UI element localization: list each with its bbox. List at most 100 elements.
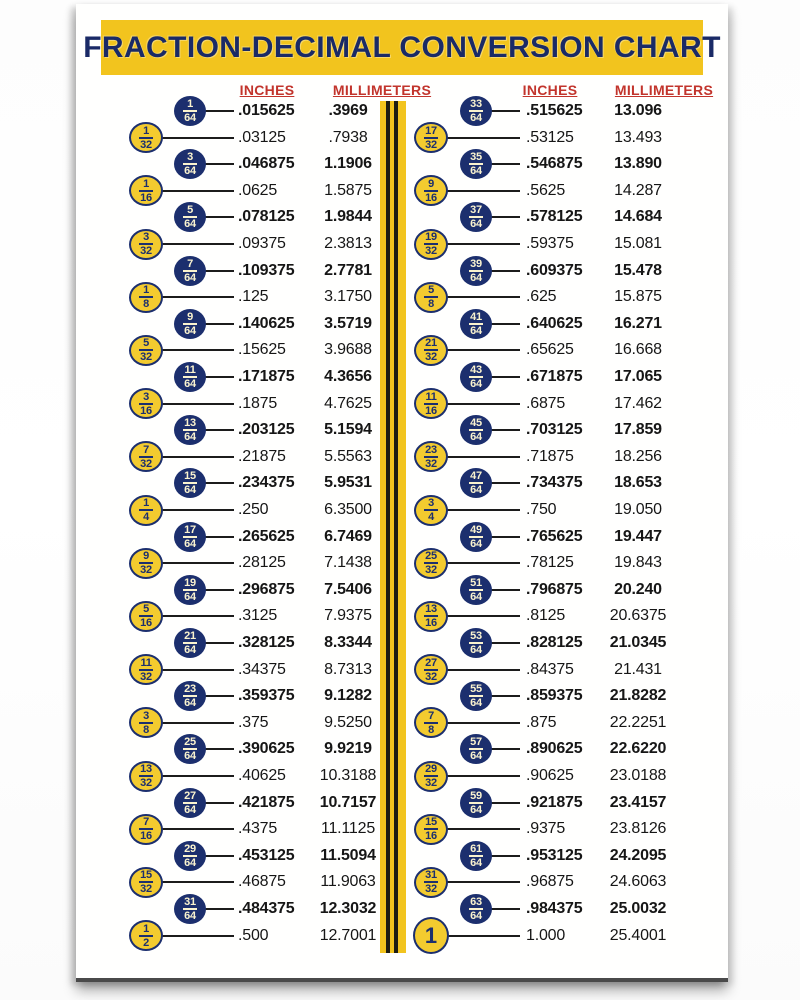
millimeters-value: 21.0345	[609, 634, 667, 651]
fraction-bar	[183, 535, 197, 538]
inches-value: .265625	[238, 527, 295, 545]
inches-value: .96875	[526, 873, 574, 891]
fraction-bar	[424, 296, 438, 299]
inches-value: .0625	[238, 181, 278, 199]
millimeters-value: 25.4001	[609, 926, 667, 944]
fraction-circle: 27 32	[414, 654, 448, 686]
fraction-circle: 3 16	[129, 388, 163, 420]
fraction-numerator: 25	[184, 736, 196, 749]
fraction-bar	[183, 482, 197, 485]
fraction-numerator: 17	[425, 124, 437, 137]
inches-value: .734375	[526, 474, 583, 492]
fraction-bar	[139, 881, 153, 884]
fraction-numerator: 13	[184, 417, 196, 430]
fraction-circle: 7 32	[129, 441, 163, 473]
fraction-circle: 19 64	[174, 574, 206, 605]
connector-line	[203, 908, 234, 910]
fraction-numerator: 25	[425, 550, 437, 563]
fraction-numerator: 19	[425, 231, 437, 243]
connector-line	[203, 376, 234, 378]
fraction-denominator: 64	[470, 431, 482, 444]
fraction-numerator: 49	[470, 523, 482, 536]
fraction-circle: 1 16	[129, 175, 163, 207]
fraction-numerator: 7	[143, 816, 149, 829]
fraction-denominator: 64	[184, 803, 196, 816]
fraction-bar	[139, 455, 153, 458]
millimeters-value: 19.447	[614, 527, 662, 545]
fraction-numerator: 15	[140, 869, 152, 882]
fraction-numerator: 21	[425, 337, 437, 350]
fraction-numerator: 11	[425, 390, 437, 403]
fraction-numerator: 13	[425, 603, 437, 616]
connector-line	[160, 562, 234, 565]
right-inches-header: INCHES	[522, 82, 578, 98]
fraction-denominator: 64	[184, 378, 196, 390]
inches-value: .1875	[238, 394, 278, 412]
fraction-numerator: 27	[184, 789, 196, 802]
inches-value: .140625	[238, 314, 295, 332]
inches-value: .296875	[238, 580, 295, 598]
millimeters-value: 3.1750	[324, 288, 372, 306]
fraction-denominator: 32	[140, 883, 152, 896]
inches-value: .359375	[238, 687, 295, 705]
fraction-numerator: 3	[143, 709, 149, 722]
inches-value: .21875	[238, 447, 286, 465]
fraction-numerator: 5	[428, 284, 434, 297]
fraction-denominator: 64	[470, 590, 482, 603]
connector-line	[489, 376, 520, 378]
millimeters-value: 20.6375	[609, 607, 667, 625]
fraction-denominator: 16	[140, 404, 152, 417]
inches-value: .171875	[238, 368, 295, 385]
fraction-bar	[469, 376, 483, 378]
fraction-bar	[424, 136, 438, 139]
millimeters-value: 15.875	[614, 288, 662, 306]
inches-value: .15625	[238, 341, 286, 359]
connector-line	[203, 642, 234, 644]
fraction-circle: 1 64	[174, 96, 206, 126]
fraction-denominator: 32	[140, 564, 152, 577]
millimeters-value: 24.2095	[609, 846, 667, 864]
inches-value: .71875	[526, 447, 574, 465]
inches-value: .78125	[526, 554, 574, 572]
fraction-numerator: 57	[470, 736, 482, 749]
connector-line	[160, 775, 234, 777]
fraction-denominator: 64	[470, 112, 482, 124]
inches-value: .484375	[238, 900, 295, 917]
inches-value: .203125	[238, 421, 295, 439]
fraction-numerator: 45	[470, 417, 482, 430]
inches-value: .3125	[238, 607, 278, 625]
fraction-denominator: 32	[425, 564, 437, 577]
connector-line	[445, 615, 520, 618]
left-millimeters-header: MILLIMETERS	[332, 82, 432, 98]
fraction-circle: 5 16	[129, 600, 163, 632]
fraction-circle: 37 64	[460, 202, 492, 233]
millimeters-value: 6.7469	[324, 527, 372, 545]
fraction-bar	[469, 854, 483, 857]
fraction-numerator: 47	[470, 470, 482, 483]
inches-value: .34375	[238, 660, 286, 678]
fraction-circle: 41 64	[460, 308, 492, 339]
fraction-circle: 1	[413, 917, 449, 955]
connector-line	[489, 110, 520, 112]
inches-value: .59375	[526, 235, 574, 252]
connector-line	[445, 775, 520, 777]
connector-line	[489, 216, 520, 219]
millimeters-value: 12.3032	[319, 900, 377, 917]
fraction-bar	[139, 189, 153, 192]
millimeters-value: 22.6220	[609, 740, 667, 758]
connector-line	[445, 455, 520, 458]
millimeters-value: 7.5406	[324, 580, 372, 598]
fraction-bar	[424, 562, 438, 565]
inches-value: .28125	[238, 554, 286, 572]
fraction-circle: 13 32	[129, 760, 163, 792]
fraction-circle: 3 64	[174, 149, 206, 180]
inches-value: .40625	[238, 767, 286, 784]
fraction-circle: 15 64	[174, 468, 206, 499]
fraction-circle: 25 32	[414, 547, 448, 579]
connector-line	[489, 854, 520, 857]
connector-line	[203, 801, 234, 804]
fraction-bar	[469, 642, 483, 644]
millimeters-value: 10.3188	[319, 767, 377, 784]
